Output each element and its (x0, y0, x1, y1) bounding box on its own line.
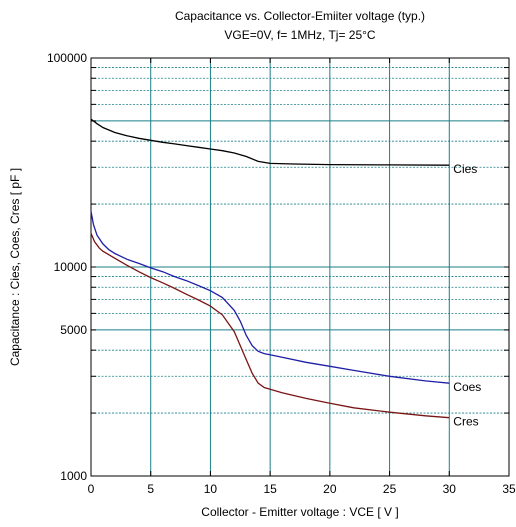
axis-ticks: 0 5 10 15 20 25 30 35 1000 5000 10000 100000 (47, 51, 516, 496)
x-tick-label: 5 (147, 482, 154, 496)
x-tick-label: 10 (204, 482, 218, 496)
x-tick-label: 0 (88, 482, 95, 496)
cies-label: Cies (453, 162, 477, 176)
cies-line (90, 118, 450, 166)
y-tick-label: 100000 (47, 51, 87, 65)
x-tick-label: 20 (323, 482, 337, 496)
y-tick-label: 5000 (60, 323, 87, 337)
y-tick-label: 1000 (60, 469, 87, 483)
coes-label: Coes (453, 380, 481, 394)
series-lines: Cies Coes Cres (90, 118, 481, 429)
y-axis-label: Capacitance : Cies, Coes, Cres [ pF ] (8, 168, 22, 366)
grid (91, 58, 509, 476)
x-tick-label: 30 (443, 482, 457, 496)
x-axis-label: Collector - Emitter voltage : VCE [ V ] (201, 505, 398, 519)
cres-line (90, 233, 450, 419)
coes-line (90, 211, 450, 384)
y-tick-label: 10000 (54, 260, 88, 274)
x-tick-label: 15 (263, 482, 277, 496)
chart-subtitle: VGE=0V, f= 1MHz, Tj= 25°C (224, 28, 376, 42)
cres-label: Cres (453, 415, 478, 429)
x-tick-label: 25 (383, 482, 397, 496)
x-tick-label: 35 (502, 482, 516, 496)
chart-title: Capacitance vs. Collector-Emiiter voltag… (175, 9, 425, 23)
